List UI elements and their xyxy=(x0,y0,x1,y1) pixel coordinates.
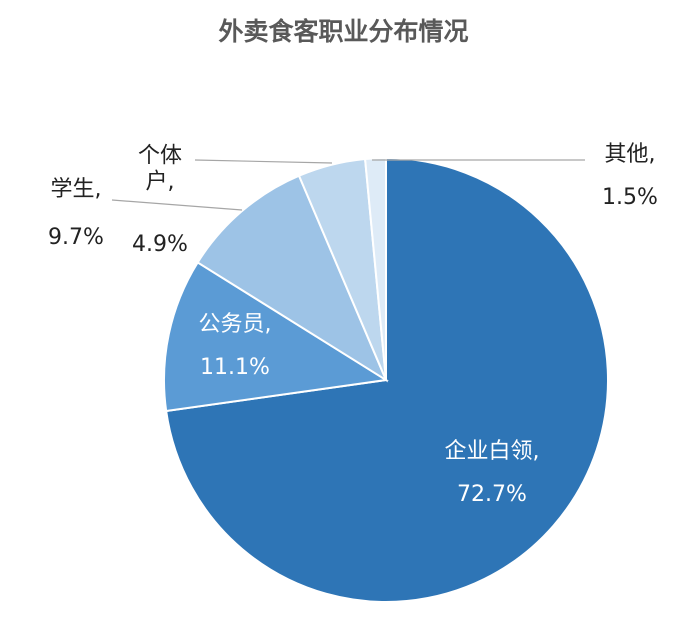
category-label: 企业白领, xyxy=(444,438,540,464)
pie-slice xyxy=(363,156,387,381)
pie-slice xyxy=(163,261,389,413)
chart-title: 外卖食客职业分布情况 xyxy=(218,17,469,46)
value-label: 9.7% xyxy=(48,224,104,250)
value-label: 72.7% xyxy=(457,481,527,507)
leader-line xyxy=(194,159,333,164)
value-label: 4.9% xyxy=(132,231,188,257)
category-label: 个体户, xyxy=(137,143,182,195)
leader-line xyxy=(111,199,243,211)
value-label: 1.5% xyxy=(602,184,658,210)
value-label: 11.1% xyxy=(200,354,270,380)
category-label: 学生, xyxy=(50,176,102,202)
category-label: 其他, xyxy=(604,141,656,167)
pie-slice xyxy=(196,174,389,383)
category-label: 公务员, xyxy=(198,311,272,337)
